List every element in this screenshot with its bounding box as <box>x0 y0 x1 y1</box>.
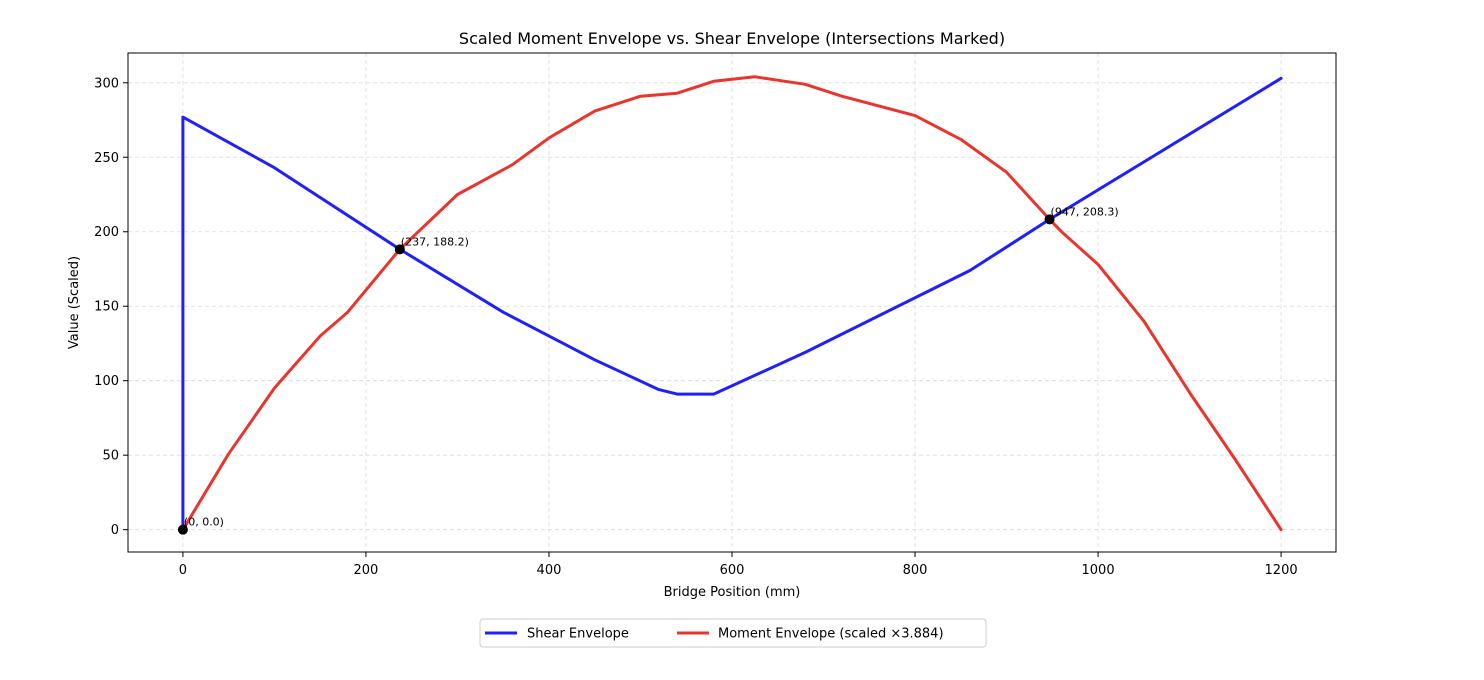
legend-label-shear: Shear Envelope <box>527 627 629 642</box>
plot-frame <box>127 52 1337 553</box>
x-tick-label: 0 <box>179 563 187 578</box>
x-tick-label: 800 <box>903 563 928 578</box>
intersection-label: (0, 0.0) <box>184 516 224 529</box>
legend: Shear Envelope Moment Envelope (scaled ×… <box>479 618 987 648</box>
y-tick-label: 0 <box>111 523 119 538</box>
x-axis: 0 200 400 600 800 1000 1200 <box>179 552 1298 578</box>
intersection-marker <box>394 244 405 255</box>
x-tick-label: 600 <box>720 563 745 578</box>
y-tick-label: 200 <box>94 225 119 240</box>
legend-label-moment: Moment Envelope (scaled ×3.884) <box>718 627 944 642</box>
intersection-label: (237, 188.2) <box>401 235 469 248</box>
y-tick-label: 50 <box>102 449 119 464</box>
moment-envelope-line <box>181 75 1283 532</box>
shear-envelope-line <box>181 76 1283 532</box>
series-layer <box>181 75 1283 532</box>
legend-box <box>479 618 987 648</box>
y-tick-label: 250 <box>94 151 119 166</box>
x-tick-label: 1000 <box>1082 563 1115 578</box>
y-axis: 0 50 100 150 200 250 300 <box>94 76 128 538</box>
grid <box>128 53 1336 552</box>
chart-title: Scaled Moment Envelope vs. Shear Envelop… <box>459 29 1005 48</box>
x-axis-label: Bridge Position (mm) <box>664 585 801 600</box>
x-tick-label: 1200 <box>1265 563 1298 578</box>
intersection-label: (947, 208.3) <box>1051 205 1119 218</box>
y-axis-label: Value (Scaled) <box>67 256 82 349</box>
y-tick-label: 150 <box>94 300 119 315</box>
intersection-marker <box>177 524 188 535</box>
x-tick-label: 400 <box>537 563 562 578</box>
intersection-marker <box>1044 214 1055 225</box>
intersection-markers: (0, 0.0) (237, 188.2) (947, 208.3) <box>177 205 1119 535</box>
x-tick-label: 200 <box>354 563 379 578</box>
y-tick-label: 300 <box>94 76 119 91</box>
y-tick-label: 100 <box>94 374 119 389</box>
